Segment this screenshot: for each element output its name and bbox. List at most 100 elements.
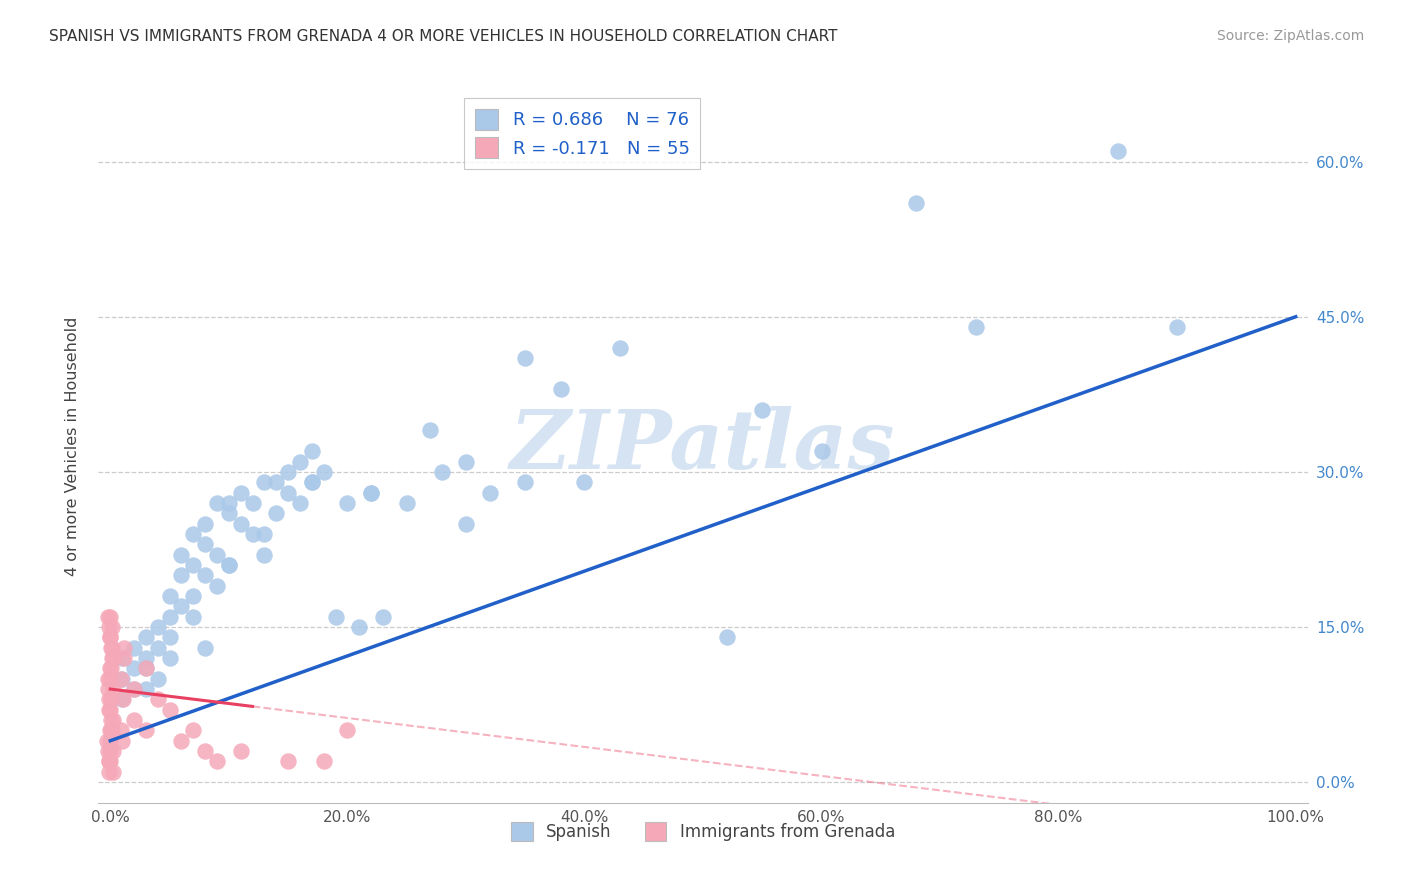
Point	[98, 630, 121, 644]
Point	[194, 640, 217, 655]
Point	[301, 475, 323, 490]
Point	[253, 475, 276, 490]
Point	[218, 558, 240, 572]
Point	[574, 475, 596, 490]
Point	[336, 723, 359, 738]
Point	[100, 661, 122, 675]
Y-axis label: 4 or more Vehicles in Household: 4 or more Vehicles in Household	[65, 317, 80, 575]
Point	[253, 548, 276, 562]
Point	[229, 516, 252, 531]
Point	[515, 475, 537, 490]
Point	[101, 723, 124, 738]
Point	[218, 496, 240, 510]
Point	[181, 558, 204, 572]
Point	[122, 640, 145, 655]
Text: Source: ZipAtlas.com: Source: ZipAtlas.com	[1216, 29, 1364, 44]
Point	[100, 661, 122, 675]
Point	[97, 672, 120, 686]
Point	[301, 475, 323, 490]
Point	[146, 640, 169, 655]
Text: ZIPatlas: ZIPatlas	[510, 406, 896, 486]
Point	[277, 465, 299, 479]
Point	[288, 454, 311, 468]
Point	[98, 755, 121, 769]
Point	[159, 651, 181, 665]
Point	[288, 496, 311, 510]
Point	[159, 609, 181, 624]
Point	[135, 630, 157, 644]
Point	[100, 723, 122, 738]
Point	[112, 651, 135, 665]
Point	[194, 568, 217, 582]
Point	[170, 599, 193, 614]
Point	[1107, 145, 1129, 159]
Point	[111, 692, 134, 706]
Point	[135, 723, 157, 738]
Point	[609, 341, 631, 355]
Point	[242, 527, 264, 541]
Point	[965, 320, 987, 334]
Point	[96, 733, 118, 747]
Point	[218, 558, 240, 572]
Point	[110, 723, 132, 738]
Point	[110, 672, 132, 686]
Point	[181, 527, 204, 541]
Point	[170, 548, 193, 562]
Point	[159, 589, 181, 603]
Point	[194, 516, 217, 531]
Point	[100, 692, 122, 706]
Point	[716, 630, 738, 644]
Point	[100, 713, 122, 727]
Point	[1166, 320, 1188, 334]
Point	[360, 485, 382, 500]
Point	[101, 651, 124, 665]
Point	[205, 579, 228, 593]
Point	[135, 681, 157, 696]
Point	[347, 620, 370, 634]
Point	[98, 723, 121, 738]
Point	[325, 609, 347, 624]
Point	[159, 703, 181, 717]
Point	[194, 744, 217, 758]
Point	[905, 196, 928, 211]
Point	[277, 755, 299, 769]
Point	[98, 744, 121, 758]
Point	[218, 506, 240, 520]
Point	[111, 692, 134, 706]
Point	[478, 485, 501, 500]
Point	[301, 444, 323, 458]
Point	[277, 485, 299, 500]
Point	[432, 465, 454, 479]
Point	[181, 723, 204, 738]
Point	[135, 661, 157, 675]
Point	[101, 744, 124, 758]
Point	[751, 402, 773, 417]
Point	[159, 630, 181, 644]
Point	[146, 692, 169, 706]
Point	[97, 744, 120, 758]
Point	[97, 764, 120, 779]
Point	[98, 755, 121, 769]
Point	[515, 351, 537, 365]
Point	[264, 506, 287, 520]
Point	[112, 640, 135, 655]
Point	[181, 589, 204, 603]
Point	[122, 661, 145, 675]
Point	[97, 692, 120, 706]
Point	[205, 496, 228, 510]
Point	[229, 744, 252, 758]
Point	[205, 548, 228, 562]
Point	[550, 382, 572, 396]
Point	[181, 609, 204, 624]
Point	[135, 651, 157, 665]
Point	[205, 755, 228, 769]
Point	[135, 661, 157, 675]
Point	[194, 537, 217, 551]
Point	[312, 755, 335, 769]
Point	[101, 681, 124, 696]
Point	[98, 609, 121, 624]
Point	[97, 620, 120, 634]
Point	[454, 516, 477, 531]
Point	[97, 681, 120, 696]
Point	[111, 733, 134, 747]
